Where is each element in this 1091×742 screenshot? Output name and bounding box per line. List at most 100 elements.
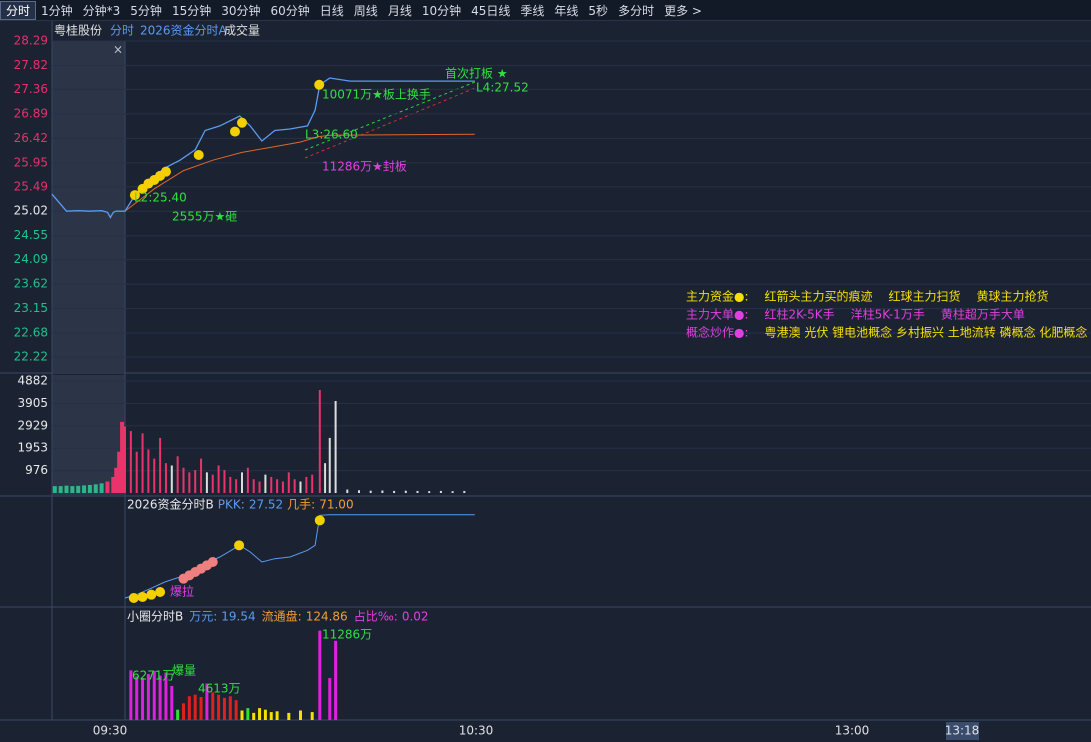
volume-label: 成交量 [224, 23, 260, 38]
flow-bar [318, 630, 322, 720]
panel-label: 小圈分时B [127, 610, 183, 624]
annotation: L2:25.40 [134, 191, 187, 205]
tab[interactable]: 45日线 [471, 3, 511, 18]
panel-label: 2026资金分时B [127, 497, 214, 512]
flow-bar [310, 712, 314, 720]
tab[interactable]: 60分钟 [270, 3, 310, 18]
signal-dot [137, 592, 148, 602]
flow-bar [234, 700, 238, 720]
tab-bar: 分时 1分钟 分钟*3 5分钟 15分钟 30分钟 60分钟 日线 周线 月线 10分钟 45日线 季线… [0, 0, 1091, 21]
y-tick-label: 1953 [17, 441, 48, 455]
y-tick-label: 27.82 [14, 58, 48, 72]
tab[interactable]: 15分钟 [171, 3, 212, 18]
tab[interactable]: 1分钟 [41, 3, 73, 18]
flow-bar [217, 694, 221, 720]
y-tick-label: 25.95 [14, 155, 48, 169]
flow-bar [275, 711, 279, 720]
legend-text: 主力大单●: [686, 308, 749, 322]
tab[interactable]: 分时 [0, 0, 37, 20]
y-tick-label: 22.68 [14, 326, 48, 340]
tab[interactable]: 周线 [353, 3, 378, 18]
flow-bar [228, 696, 232, 720]
trend-line [304, 87, 476, 159]
signal-dot [155, 587, 166, 597]
signal-dot [229, 126, 240, 137]
legend-text: 红柱2K-5K手 [765, 307, 835, 322]
panel-label: 流通盘: [262, 609, 302, 624]
y-tick-label: 24.55 [14, 228, 48, 242]
price-line [51, 77, 475, 219]
y-tick-label: 22.22 [14, 350, 48, 364]
y-tick-label: 24.09 [14, 252, 48, 266]
tab[interactable]: 年线 [554, 3, 579, 18]
indicator-line [124, 514, 475, 599]
time-label: 13:00 [835, 724, 870, 738]
y-tick-label: 27.36 [14, 82, 48, 96]
annotation: L3:26.60 [305, 128, 358, 142]
signal-dot [207, 557, 218, 567]
flow-bar [176, 709, 180, 720]
y-tick-label: 25.49 [14, 179, 48, 193]
flow-bar [287, 712, 291, 720]
annotation: L4:27.52 [476, 81, 529, 95]
flow-bar [141, 678, 145, 720]
flow-bar [146, 674, 150, 720]
tab[interactable]: 月线 [387, 3, 412, 18]
tab[interactable]: 日线 [319, 3, 344, 18]
stock-name: 粤桂股份 [54, 23, 102, 38]
signal-dot [237, 117, 247, 128]
y-tick-label: 28.29 [14, 34, 48, 48]
signal-dot [314, 79, 325, 90]
tab[interactable]: 5分钟 [130, 3, 162, 18]
flow-bar [211, 692, 215, 720]
time-label: 09:30 [93, 724, 128, 738]
annotation: 爆拉 [170, 584, 194, 599]
flow-bar [269, 712, 273, 720]
flow-bar [328, 678, 332, 720]
panel-label: 27.52 [249, 498, 283, 512]
flow-bar [205, 683, 209, 720]
flow-bar [222, 697, 226, 720]
y-tick-label: 26.42 [14, 131, 48, 145]
legend-text: 红箭头主力买的痕迹 [765, 289, 873, 304]
indicator-label: 2026资金分时A [140, 23, 228, 38]
panel-label: PKK: [218, 498, 245, 512]
legend-text: 主力资金●: [686, 289, 749, 304]
premarket-shade [52, 375, 125, 495]
y-tick-label: 976 [25, 463, 48, 477]
flow-bar [182, 703, 185, 720]
legend-text: 黄球主力抢货 [977, 289, 1049, 304]
flow-bar [246, 708, 250, 720]
flow-bar [258, 708, 262, 720]
annotation: 6271万 [132, 669, 175, 683]
flow-bar [158, 675, 162, 720]
panel-label: 19.54 [221, 610, 255, 624]
tab[interactable]: 分钟*3 [82, 3, 121, 18]
flow-bar [252, 712, 256, 720]
legend-text: 洋柱5K-1万手 [851, 307, 925, 322]
y-tick-label: 4882 [17, 374, 48, 388]
flow-bar [152, 670, 156, 720]
y-tick-label: 26.89 [14, 106, 48, 120]
y-tick-label: 25.02 [14, 204, 48, 218]
close-button[interactable]: × [113, 43, 123, 57]
signal-dot [160, 166, 171, 177]
tab[interactable]: 多分时 [618, 3, 655, 18]
legend-text: 概念炒作●: [686, 325, 749, 340]
signal-dot [128, 593, 139, 603]
flow-bar [170, 685, 174, 720]
tab[interactable]: 更多 > [664, 3, 702, 18]
legend-text: 粤港澳 光伏 锂电池概念 乡村振兴 土地流转 磷概念 化肥概念 [765, 325, 1088, 340]
tab[interactable]: 10分钟 [421, 3, 462, 18]
y-tick-label: 2929 [17, 418, 48, 432]
flow-bar [299, 710, 302, 720]
tab[interactable]: 30分钟 [221, 3, 261, 18]
annotation: 10071万★板上换手 [322, 88, 431, 102]
average-line [124, 133, 475, 212]
flow-bar [334, 640, 338, 720]
signal-dot [146, 589, 157, 600]
tab[interactable]: 季线 [520, 3, 545, 18]
tab[interactable]: 5秒 [588, 3, 609, 18]
